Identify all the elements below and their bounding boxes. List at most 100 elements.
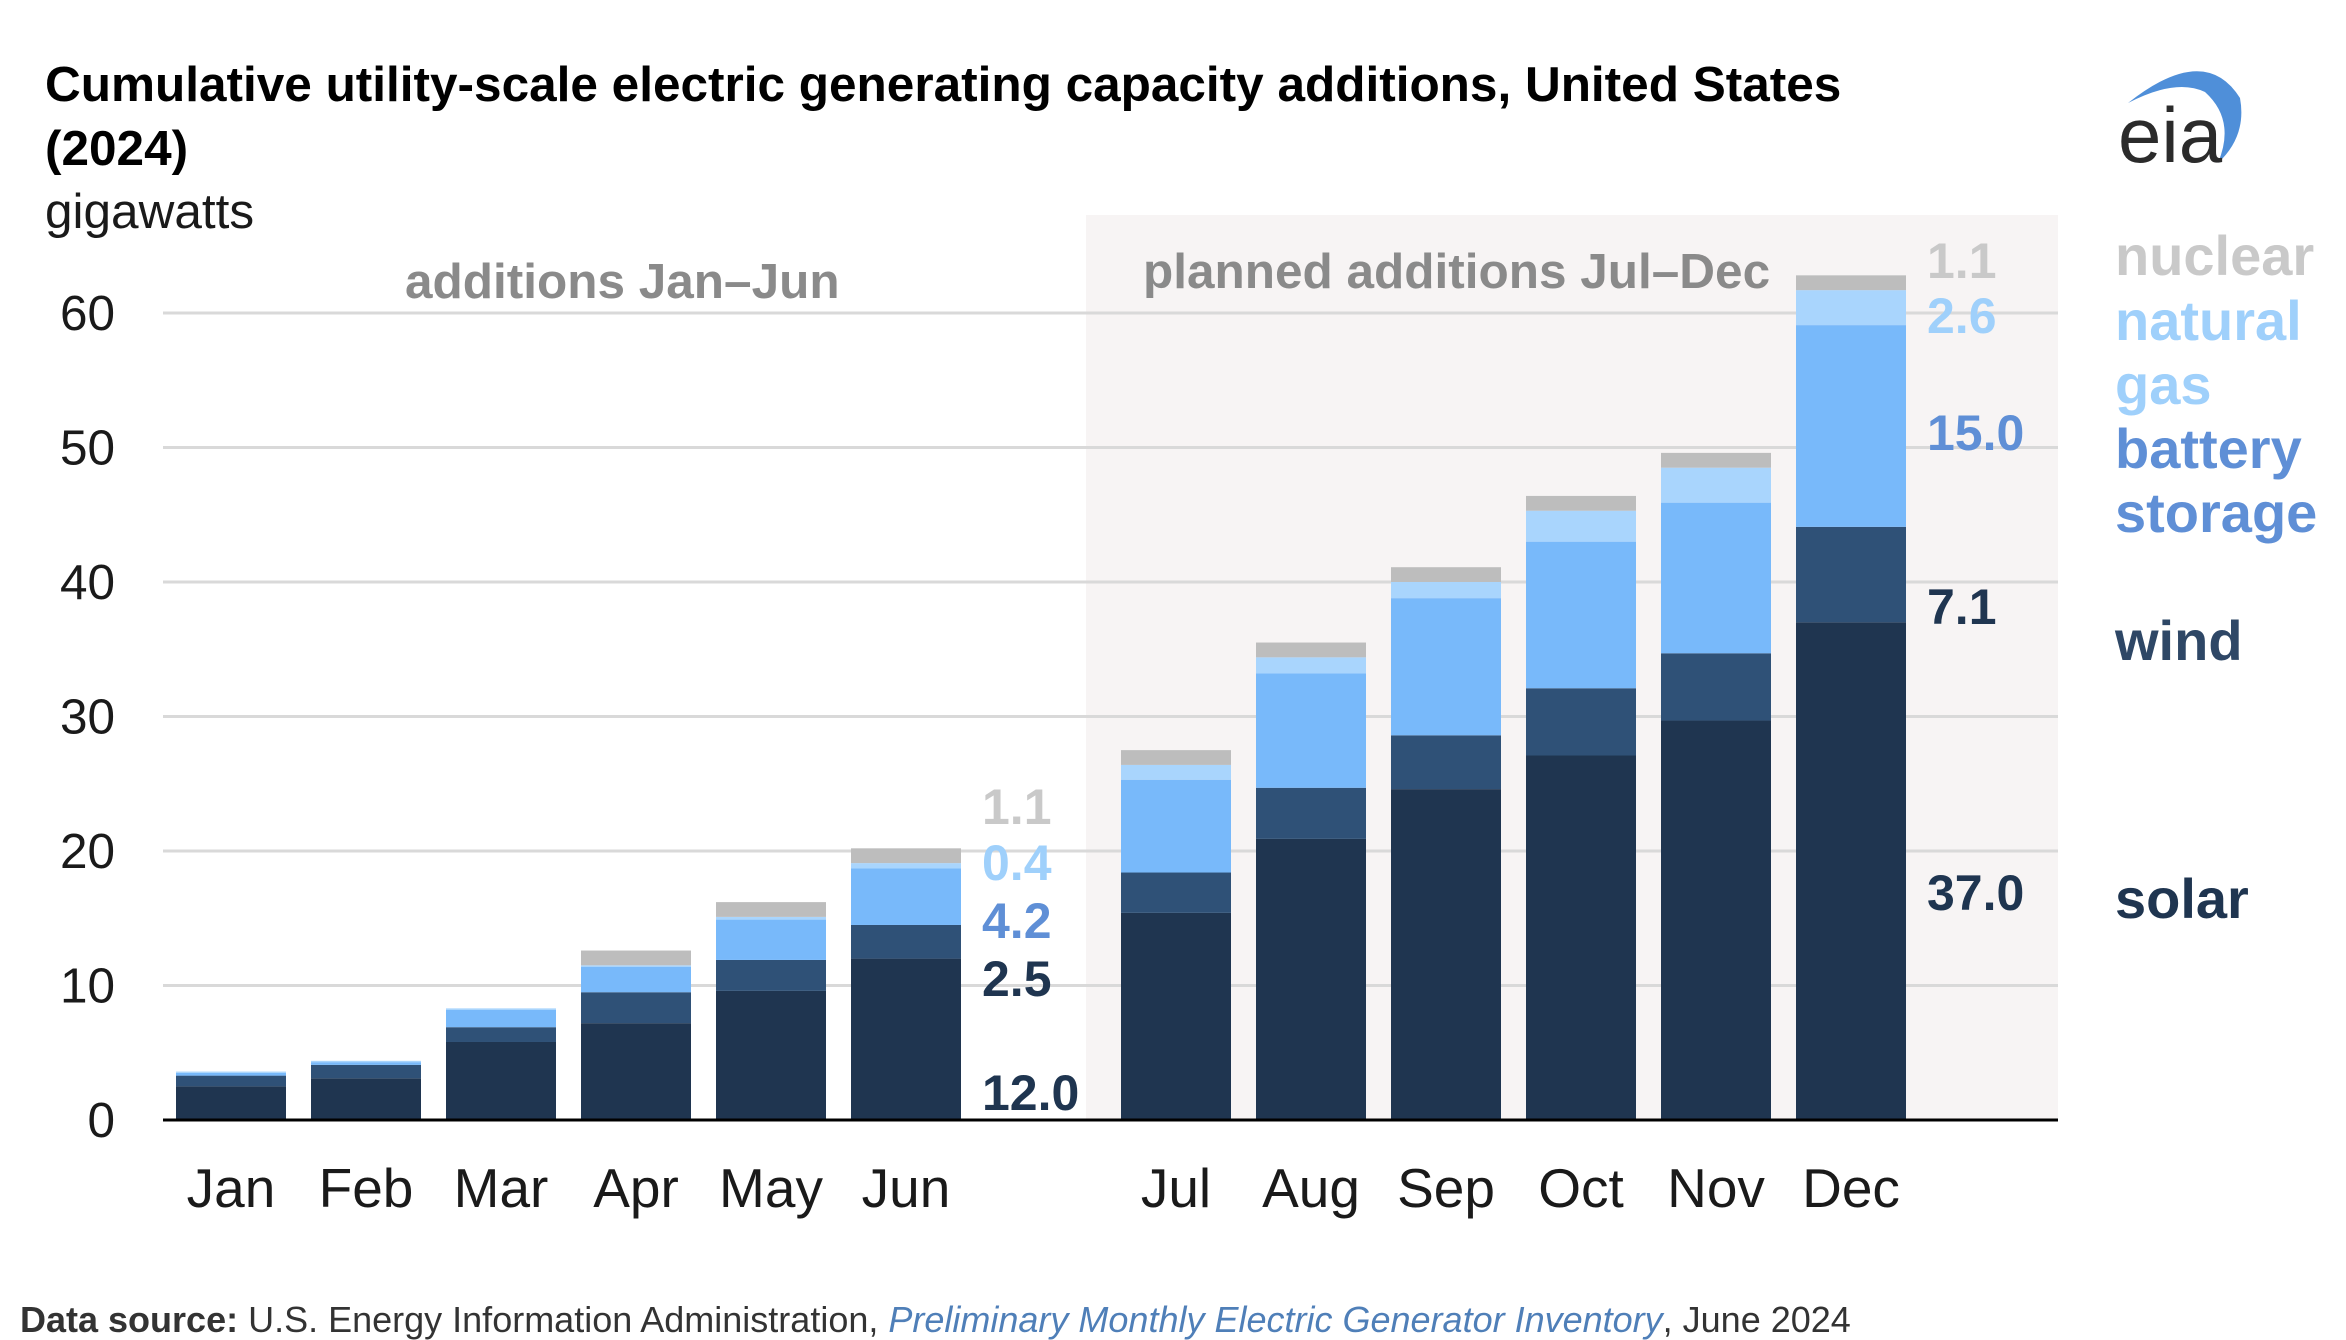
y-axis-ticks: 0 10 20 30 40 50 60	[60, 286, 115, 1148]
bar-apr-battery-storage	[581, 966, 691, 993]
x-tick-label-feb: Feb	[319, 1157, 414, 1219]
legend-battery-storage-line1: battery	[2115, 417, 2302, 480]
bar-oct-wind	[1526, 688, 1636, 756]
data-labels: 12.02.54.20.41.137.07.115.02.61.1	[982, 233, 2024, 1121]
bar-oct-solar	[1526, 755, 1636, 1120]
bar-may-natural-gas	[716, 916, 826, 920]
bar-mar-battery-storage	[446, 1009, 556, 1028]
y-tick-label-60: 60	[60, 286, 115, 341]
data-label-dec-natural-gas: 2.6	[1927, 288, 1997, 344]
x-tick-label-jul: Jul	[1141, 1157, 1211, 1219]
bar-sep-nuclear	[1391, 567, 1501, 582]
data-label-jun-battery-storage: 4.2	[982, 893, 1052, 949]
y-tick-label-40: 40	[60, 555, 115, 610]
bar-dec-battery-storage	[1796, 325, 1906, 527]
bar-aug-solar	[1256, 838, 1366, 1120]
bar-jun-natural-gas	[851, 863, 961, 869]
data-label-dec-wind: 7.1	[1927, 579, 1997, 635]
legend-natural-gas-line1: natural	[2115, 289, 2302, 352]
eia-logo-text: eia	[2118, 91, 2223, 179]
section-label-planned: planned additions Jul–Dec	[1143, 244, 1770, 299]
bar-jan-battery-storage	[176, 1072, 286, 1076]
bar-mar-natural-gas	[446, 1008, 556, 1010]
bar-dec-nuclear	[1796, 275, 1906, 291]
data-source-note: Data source: U.S. Energy Information Adm…	[20, 1299, 1851, 1340]
data-source-text: U.S. Energy Information Administration,	[238, 1299, 888, 1340]
bar-sep-wind	[1391, 735, 1501, 790]
bar-nov-nuclear	[1661, 452, 1771, 468]
bar-mar-wind	[446, 1027, 556, 1042]
legend-natural-gas-line2: gas	[2115, 353, 2212, 416]
x-tick-label-jun: Jun	[862, 1157, 951, 1219]
data-label-dec-nuclear: 1.1	[1927, 233, 1997, 289]
bar-jun-solar	[851, 958, 961, 1120]
bar-may-wind	[716, 959, 826, 991]
bar-oct-nuclear	[1526, 495, 1636, 511]
bar-jul-nuclear	[1121, 750, 1231, 765]
bar-oct-battery-storage	[1526, 541, 1636, 689]
bar-nov-solar	[1661, 720, 1771, 1120]
bar-dec-solar	[1796, 622, 1906, 1120]
gridlines	[163, 311, 2058, 987]
bar-apr-natural-gas	[581, 965, 691, 967]
bar-jun-wind	[851, 924, 961, 959]
bar-jan-wind	[176, 1075, 286, 1087]
bar-may-solar	[716, 990, 826, 1120]
bar-oct-natural-gas	[1526, 510, 1636, 542]
bar-jul-wind	[1121, 872, 1231, 913]
bar-may-battery-storage	[716, 919, 826, 960]
bar-nov-battery-storage	[1661, 502, 1771, 654]
bar-nov-wind	[1661, 653, 1771, 721]
y-tick-label-30: 30	[60, 690, 115, 745]
x-tick-label-nov: Nov	[1667, 1157, 1765, 1219]
x-tick-label-apr: Apr	[593, 1157, 679, 1219]
data-label-dec-battery-storage: 15.0	[1927, 405, 2024, 461]
data-source-date: , June 2024	[1663, 1299, 1851, 1340]
y-tick-label-10: 10	[60, 959, 115, 1014]
data-label-jun-wind: 2.5	[982, 951, 1052, 1007]
section-label-additions: additions Jan–Jun	[405, 254, 840, 309]
x-tick-label-mar: Mar	[454, 1157, 549, 1219]
data-label-dec-solar: 37.0	[1927, 865, 2024, 921]
x-tick-label-jan: Jan	[187, 1157, 276, 1219]
bar-feb-battery-storage	[311, 1062, 421, 1065]
x-axis-ticks: Jan Feb Mar Apr May Jun Jul Aug Sep Oct Nov Dec	[187, 1157, 1900, 1219]
bar-dec-wind	[1796, 526, 1906, 623]
bar-apr-solar	[581, 1023, 691, 1120]
bar-sep-natural-gas	[1391, 582, 1501, 599]
bar-apr-wind	[581, 992, 691, 1024]
bar-sep-solar	[1391, 789, 1501, 1120]
bar-jul-battery-storage	[1121, 779, 1231, 873]
bar-aug-natural-gas	[1256, 657, 1366, 674]
data-label-jun-natural-gas: 0.4	[982, 835, 1052, 891]
eia-logo-arc-icon	[2128, 71, 2242, 163]
legend-wind: wind	[2114, 609, 2243, 672]
x-tick-label-may: May	[719, 1157, 823, 1219]
bar-feb-natural-gas	[311, 1060, 421, 1063]
bar-jun-nuclear	[851, 848, 961, 864]
data-label-jun-solar: 12.0	[982, 1065, 1079, 1121]
data-source-title: Preliminary Monthly Electric Generator I…	[888, 1299, 1664, 1340]
chart-title-line1: Cumulative utility-scale electric genera…	[45, 57, 1841, 112]
bar-jan-natural-gas	[176, 1071, 286, 1073]
bar-nov-natural-gas	[1661, 467, 1771, 503]
legend-solar: solar	[2115, 867, 2249, 930]
y-tick-label-20: 20	[60, 824, 115, 879]
bar-aug-nuclear	[1256, 642, 1366, 658]
bars	[176, 275, 1906, 1120]
x-tick-label-oct: Oct	[1538, 1157, 1624, 1219]
bar-may-nuclear	[716, 902, 826, 917]
bar-jul-solar	[1121, 912, 1231, 1120]
chart-title-line2: (2024)	[45, 121, 188, 176]
data-source-prefix: Data source:	[20, 1299, 238, 1340]
bar-mar-solar	[446, 1041, 556, 1120]
y-tick-label-50: 50	[60, 421, 115, 476]
bar-dec-natural-gas	[1796, 290, 1906, 326]
x-tick-label-dec: Dec	[1802, 1157, 1900, 1219]
legend-battery-storage-line2: storage	[2115, 481, 2317, 544]
bar-feb-wind	[311, 1064, 421, 1079]
x-tick-label-sep: Sep	[1397, 1157, 1495, 1219]
data-label-jun-nuclear: 1.1	[982, 779, 1052, 835]
